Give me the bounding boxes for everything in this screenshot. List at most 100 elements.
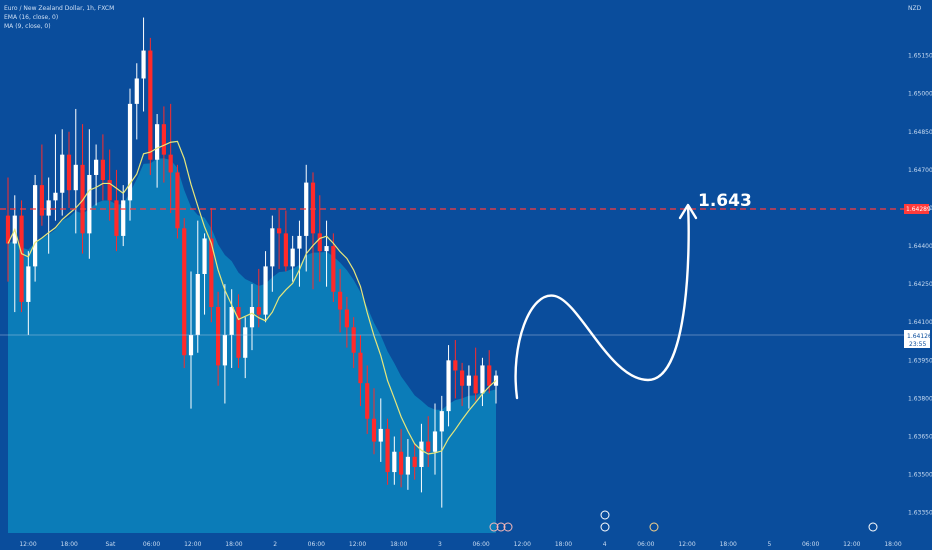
price-tick-label: 1.63800: [908, 395, 932, 402]
candle[interactable]: [412, 444, 417, 480]
candle[interactable]: [283, 210, 288, 272]
candle-body: [19, 215, 24, 302]
candle[interactable]: [161, 106, 166, 183]
candle[interactable]: [405, 439, 410, 490]
candle[interactable]: [60, 129, 65, 216]
candle[interactable]: [351, 317, 356, 368]
price-tick-label: 1.63500: [908, 472, 932, 479]
candle[interactable]: [263, 251, 268, 323]
time-tick-label: 18:00: [61, 541, 78, 548]
candle-body: [277, 228, 282, 234]
candle[interactable]: [155, 114, 160, 188]
candle[interactable]: [277, 207, 282, 269]
event-marker[interactable]: [496, 522, 506, 532]
candle[interactable]: [209, 207, 214, 323]
candle[interactable]: [331, 233, 336, 302]
event-marker[interactable]: [649, 522, 659, 532]
time-tick-label: 3: [438, 541, 442, 548]
candle[interactable]: [324, 220, 329, 287]
candle-body: [460, 370, 465, 386]
candle[interactable]: [39, 144, 44, 226]
candle[interactable]: [33, 174, 38, 282]
candle[interactable]: [399, 428, 404, 488]
candle[interactable]: [134, 63, 139, 140]
candle[interactable]: [19, 200, 24, 313]
candle[interactable]: [466, 365, 471, 409]
event-markers[interactable]: [489, 510, 878, 532]
candle[interactable]: [26, 251, 31, 335]
candle[interactable]: [270, 215, 275, 292]
candle[interactable]: [453, 340, 458, 399]
candle[interactable]: [46, 177, 51, 254]
candle[interactable]: [243, 317, 248, 379]
candle[interactable]: [107, 149, 112, 221]
candle[interactable]: [141, 17, 146, 112]
time-tick-label: 18:00: [720, 541, 737, 548]
candles-layer[interactable]: [5, 17, 499, 508]
candle[interactable]: [480, 357, 485, 407]
candle[interactable]: [290, 235, 295, 282]
time-tick-label: 12:00: [514, 541, 531, 548]
candle-body: [263, 266, 268, 315]
candle[interactable]: [385, 418, 390, 485]
candle[interactable]: [168, 103, 173, 214]
time-axis[interactable]: 12:00 18:00 Sat 06:00 12:00 18:00 2 06:00 12:00 1…: [19, 541, 901, 548]
candle[interactable]: [94, 144, 99, 206]
candle[interactable]: [358, 334, 363, 407]
candle[interactable]: [202, 233, 207, 315]
candle[interactable]: [249, 284, 255, 351]
candle[interactable]: [114, 169, 119, 252]
candle[interactable]: [446, 345, 451, 427]
candle[interactable]: [392, 436, 397, 485]
candle[interactable]: [182, 218, 187, 368]
candle[interactable]: [73, 108, 78, 234]
candle[interactable]: [236, 294, 241, 368]
candle[interactable]: [365, 365, 370, 434]
candle[interactable]: [53, 134, 58, 221]
candle[interactable]: [188, 271, 194, 409]
event-marker[interactable]: [503, 522, 513, 532]
target-price-tag: 1.64289: [904, 204, 931, 214]
candle[interactable]: [100, 134, 105, 201]
candle-body: [297, 235, 302, 249]
candle[interactable]: [66, 131, 72, 208]
candle[interactable]: [432, 403, 438, 475]
candle[interactable]: [310, 172, 316, 290]
time-tick-label: 12:00: [678, 541, 695, 548]
candle[interactable]: [87, 129, 92, 259]
candle[interactable]: [371, 388, 377, 455]
candle[interactable]: [297, 220, 302, 287]
candle-body: [60, 154, 65, 193]
candle-body: [195, 274, 200, 335]
candle[interactable]: [439, 395, 444, 508]
event-marker[interactable]: [600, 522, 610, 532]
candle[interactable]: [426, 416, 431, 467]
candle[interactable]: [229, 289, 234, 368]
price-tick-label: 1.63350: [908, 510, 932, 517]
candle[interactable]: [175, 164, 180, 239]
event-marker[interactable]: [600, 510, 610, 520]
event-marker[interactable]: [868, 522, 878, 532]
candle[interactable]: [344, 296, 349, 348]
candle[interactable]: [148, 37, 153, 175]
current-price-tag: 1.64126 23:55: [904, 330, 932, 348]
time-tick-label: 18:00: [555, 541, 572, 548]
candle-body: [453, 360, 458, 371]
candle-body: [33, 185, 38, 267]
candle-body: [480, 365, 485, 394]
event-marker[interactable]: [489, 522, 499, 532]
candle[interactable]: [473, 347, 478, 401]
candle[interactable]: [222, 284, 227, 404]
candle[interactable]: [127, 88, 133, 221]
candle[interactable]: [216, 291, 221, 386]
candle[interactable]: [80, 124, 85, 254]
candle[interactable]: [195, 220, 200, 353]
candle[interactable]: [378, 398, 383, 462]
candle[interactable]: [121, 185, 126, 247]
candle[interactable]: [5, 177, 11, 282]
candle[interactable]: [460, 362, 465, 407]
price-tick-label: 1.65000: [908, 91, 932, 98]
candle[interactable]: [419, 423, 424, 493]
candle[interactable]: [338, 268, 343, 333]
